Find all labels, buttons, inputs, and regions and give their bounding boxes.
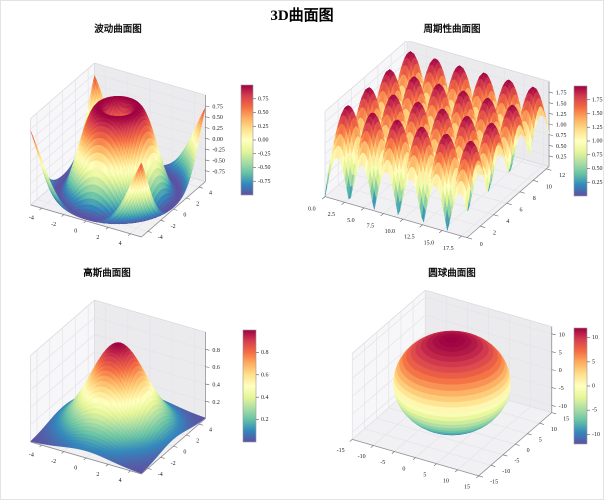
subplot-periodic: 周期性曲面图 bbox=[303, 17, 603, 259]
sphere-surface-plot bbox=[303, 283, 603, 499]
subplot-sphere: 圆球曲面图 bbox=[303, 259, 603, 499]
subplot-sphere-title: 圆球曲面图 bbox=[428, 269, 476, 279]
subplot-wave-title: 波动曲面图 bbox=[94, 25, 142, 35]
subplot-periodic-title: 周期性曲面图 bbox=[423, 25, 481, 35]
subplot-gaussian: 高斯曲面图 bbox=[1, 259, 303, 499]
subplot-gaussian-title: 高斯曲面图 bbox=[83, 269, 131, 279]
periodic-surface-plot bbox=[303, 41, 603, 259]
main-title: 3D曲面图 bbox=[270, 8, 334, 24]
gaussian-surface-plot bbox=[1, 283, 303, 499]
wave-surface-plot bbox=[1, 41, 303, 259]
subplot-wave: 波动曲面图 bbox=[1, 17, 303, 259]
